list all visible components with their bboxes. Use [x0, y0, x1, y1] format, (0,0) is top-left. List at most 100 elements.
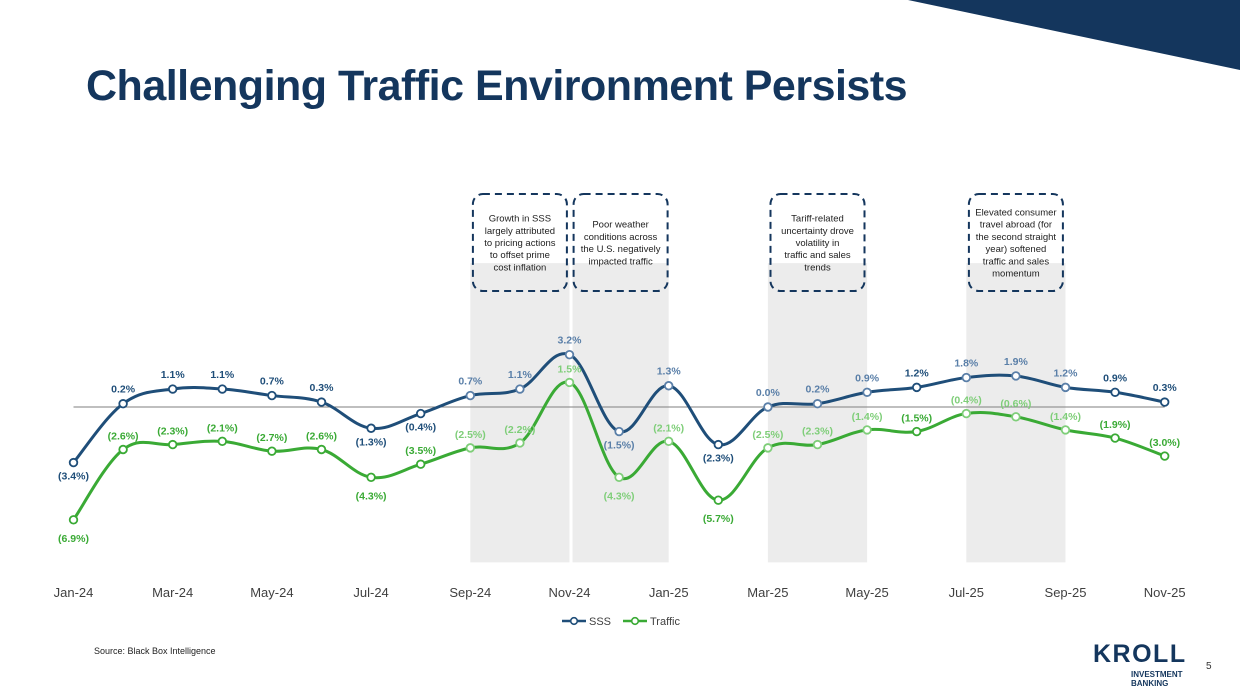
- x-axis-tick-label: Sep-24: [449, 585, 491, 600]
- x-axis-tick-label: Jan-24: [54, 585, 94, 600]
- logo-subtitle-line-2: BANKING: [1131, 679, 1169, 688]
- legend-sss-marker: [569, 616, 579, 626]
- callout-text-3: Tariff-related uncertainty drove volatilit…: [781, 214, 854, 274]
- traffic-data-label: (0.6%): [1000, 398, 1031, 410]
- sss-point: [564, 349, 575, 360]
- traffic-point: [366, 472, 376, 483]
- traffic-point: [1011, 412, 1021, 422]
- page-number: 5: [1206, 661, 1212, 672]
- legend-traffic-label: Traffic: [650, 616, 680, 628]
- sss-data-label: 1.2%: [1054, 367, 1079, 379]
- sss-data-label: (0.4%): [405, 422, 436, 434]
- callout-3: Tariff-related uncertainty drove volatilit…: [769, 193, 866, 292]
- traffic-data-label: (2.1%): [207, 422, 238, 434]
- callout-box-2: [572, 193, 669, 292]
- sss-point: [763, 402, 773, 412]
- traffic-point: [1110, 433, 1120, 443]
- sss-data-label: 0.7%: [260, 376, 285, 388]
- x-axis-tick-label: May-25: [845, 585, 888, 600]
- sss-data-label: 0.0%: [756, 387, 781, 399]
- traffic-data-label: (2.2%): [504, 424, 535, 436]
- traffic-data-label: (1.4%): [1050, 411, 1081, 423]
- callout-2: Poor weather conditions across the U.S. ne…: [572, 193, 669, 292]
- sss-point: [614, 426, 624, 437]
- sss-point: [167, 384, 178, 394]
- traffic-data-label: (1.5%): [901, 413, 932, 425]
- sss-data-label: 1.1%: [508, 369, 533, 381]
- sss-data-label: 1.3%: [657, 366, 682, 378]
- sss-point: [416, 408, 426, 419]
- sss-point: [1060, 382, 1071, 393]
- x-axis-tick-label: Jul-24: [353, 585, 388, 600]
- traffic-point: [167, 439, 178, 450]
- sss-data-label: 0.9%: [855, 372, 880, 384]
- sss-point: [366, 423, 376, 433]
- traffic-point: [267, 446, 277, 456]
- x-axis-tick-label: Sep-25: [1045, 585, 1087, 600]
- traffic-data-label: (1.9%): [1100, 419, 1131, 431]
- traffic-data-label: (6.9%): [58, 533, 89, 545]
- sss-data-label: 0.3%: [1153, 382, 1178, 394]
- corner-accent-shape: [908, 0, 1240, 70]
- traffic-point: [961, 408, 971, 419]
- sss-point: [961, 372, 971, 383]
- sss-data-label: 1.2%: [905, 367, 930, 379]
- traffic-data-label: (2.7%): [256, 432, 287, 444]
- highlight-band-3: [767, 263, 868, 563]
- traffic-point: [564, 377, 575, 388]
- sss-data-label: 0.7%: [458, 376, 483, 388]
- legend-traffic-marker: [630, 616, 640, 626]
- x-axis-tick-label: Mar-24: [152, 585, 193, 600]
- sss-point: [812, 399, 823, 409]
- x-axis-tick-label: Nov-25: [1144, 585, 1186, 600]
- traffic-data-label: (4.3%): [604, 490, 635, 502]
- traffic-line-chart: Growth in SSS largely attributed to pricin…: [54, 193, 1186, 628]
- logo-subtitle-line-1: INVESTMENT: [1131, 670, 1183, 679]
- traffic-point: [416, 459, 426, 469]
- x-axis-tick-label: Nov-24: [549, 585, 591, 600]
- sss-data-label: (1.3%): [356, 436, 387, 448]
- traffic-point: [713, 495, 723, 505]
- traffic-data-label: (2.3%): [802, 426, 833, 438]
- traffic-point: [1060, 425, 1071, 435]
- sss-point: [912, 382, 922, 393]
- traffic-point: [316, 444, 327, 455]
- traffic-point: [812, 439, 823, 450]
- chart-legend: SSS Traffic: [562, 616, 680, 628]
- sss-point: [515, 384, 525, 394]
- callout-1: Growth in SSS largely attributed to pricin…: [471, 193, 568, 292]
- source-note: Source: Black Box Intelligence: [94, 646, 216, 656]
- logo-wordmark: KROLL: [1093, 640, 1187, 668]
- callout-text-2: Poor weather conditions across the U.S. ne…: [581, 220, 661, 268]
- callout-text-4: Elevated consumer travel abroad (for the s…: [975, 208, 1056, 280]
- sss-point: [664, 381, 674, 391]
- sss-point: [713, 439, 723, 450]
- sss-data-label: 1.9%: [1004, 356, 1029, 368]
- x-axis-tick-label: Mar-25: [747, 585, 788, 600]
- callout-box-4: [967, 193, 1064, 292]
- callout-box-1: [471, 193, 568, 292]
- sss-point: [267, 390, 277, 401]
- traffic-data-label: (1.4%): [852, 411, 883, 423]
- sss-point: [316, 397, 327, 407]
- sss-data-label: 3.2%: [558, 335, 583, 347]
- sss-data-label: 1.1%: [210, 369, 235, 381]
- x-axis-tick-label: May-24: [250, 585, 293, 600]
- corner-accent-triangle: [908, 0, 1240, 70]
- kroll-logo: KROLL INVESTMENT BANKING: [1093, 641, 1203, 688]
- sss-point: [465, 390, 475, 401]
- sss-data-label: 0.3%: [310, 382, 335, 394]
- traffic-points: (6.9%) (2.6%) (2.3%) (2.1%) (2.7%) (2.6%) (4.3…: [58, 363, 1180, 544]
- traffic-point: [664, 436, 674, 447]
- sss-data-label: 1.8%: [954, 358, 979, 370]
- traffic-data-label: (3.0%): [1149, 437, 1180, 449]
- sss-point: [118, 399, 128, 409]
- sss-point: [1011, 371, 1021, 381]
- traffic-data-label: (2.6%): [306, 431, 337, 443]
- page-title: Challenging Traffic Environment Persists: [86, 62, 908, 110]
- highlight-band-1: [470, 263, 570, 563]
- sss-point: [217, 384, 227, 394]
- sss-data-label: 0.2%: [806, 384, 831, 396]
- traffic-point: [217, 436, 227, 447]
- traffic-data-label: (3.5%): [405, 445, 436, 457]
